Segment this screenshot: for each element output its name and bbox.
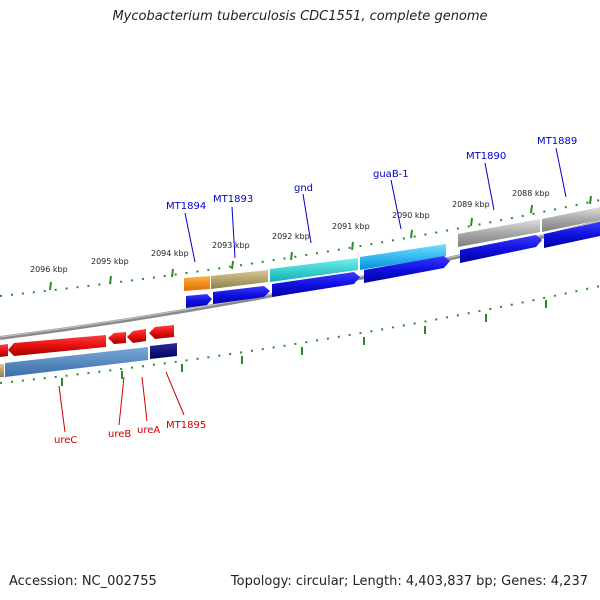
reverse-gene-pointers (58, 371, 185, 433)
reverse-feature-bar (0, 343, 177, 377)
ruler-label: 2093 kbp (212, 241, 250, 250)
forward-cds-track (186, 222, 600, 308)
reverse-cds-track (0, 325, 174, 357)
gene-label-urec[interactable]: ureC (54, 435, 77, 446)
genome-summary-text: Topology: circular; Length: 4,403,837 bp… (230, 574, 588, 589)
ruler-label: 2091 kbp (332, 222, 370, 231)
ruler-label: 2096 kbp (30, 265, 68, 274)
gene-label-gnd[interactable]: gnd (294, 183, 313, 194)
upper-ruler (0, 195, 600, 297)
ruler-label: 2090 kbp (392, 211, 430, 220)
forward-feature-bar (184, 207, 600, 291)
lower-ruler (0, 285, 600, 386)
ruler-label: 2089 kbp (452, 200, 490, 209)
gene-label-mt1893[interactable]: MT1893 (213, 194, 253, 205)
gene-label-ureb[interactable]: ureB (108, 429, 131, 440)
gene-label-mt1895[interactable]: MT1895 (166, 420, 206, 431)
forward-gene-pointers (184, 147, 567, 263)
gene-label-mt1890[interactable]: MT1890 (466, 151, 506, 162)
gene-label-urea[interactable]: ureA (137, 425, 160, 436)
ruler-label: 2088 kbp (512, 189, 550, 198)
gene-label-mt1889[interactable]: MT1889 (537, 136, 577, 147)
genome-title: Mycobacterium tuberculosis CDC1551, comp… (112, 9, 488, 24)
ruler-label: 2094 kbp (151, 249, 189, 258)
accession-text: Accession: NC_002755 (9, 574, 157, 589)
gene-label-mt1894[interactable]: MT1894 (166, 201, 206, 212)
ruler-label: 2092 kbp (272, 232, 310, 241)
ruler-label: 2095 kbp (91, 257, 129, 266)
gene-label-guab-1[interactable]: guaB-1 (373, 169, 409, 180)
